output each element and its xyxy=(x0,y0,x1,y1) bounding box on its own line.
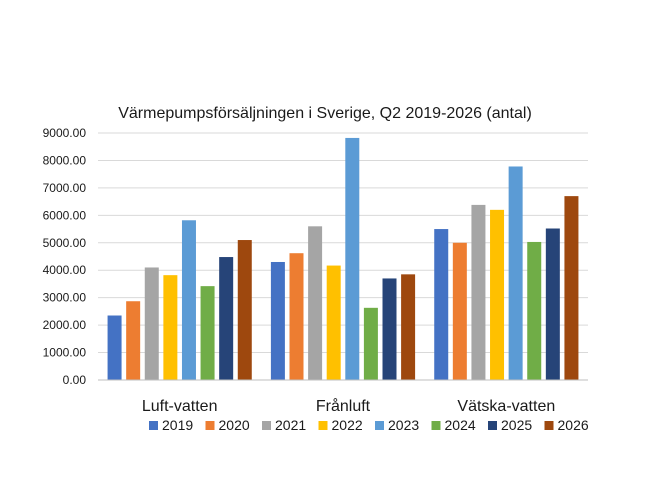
legend-label-2022: 2022 xyxy=(332,417,363,433)
legend-swatch-2019 xyxy=(149,421,158,430)
bar-2024-2 xyxy=(363,307,378,380)
bar-2025-1 xyxy=(219,257,234,380)
bar-2020-1 xyxy=(126,301,141,380)
y-tick-label: 6000.00 xyxy=(43,208,87,222)
bar-2022-2 xyxy=(326,265,341,380)
bar-2025-2 xyxy=(382,278,397,380)
bar-2025-3 xyxy=(545,228,560,380)
bar-2026-3 xyxy=(564,196,579,380)
bar-2020-3 xyxy=(452,242,467,380)
y-tick-label: 5000.00 xyxy=(43,236,87,250)
bar-2022-3 xyxy=(490,209,505,380)
gridlines xyxy=(98,132,588,354)
x-category-label: Frånluft xyxy=(316,397,371,415)
y-tick-label: 2000.00 xyxy=(43,318,87,332)
bar-2020-2 xyxy=(289,253,304,380)
y-tick-label: 9000.00 xyxy=(43,126,87,140)
bars xyxy=(107,137,579,380)
bar-2026-2 xyxy=(401,274,416,380)
bar-2024-3 xyxy=(527,241,542,380)
x-category-label: Luft-vatten xyxy=(142,398,218,415)
legend-swatch-2025 xyxy=(488,421,497,430)
legend-label-2021: 2021 xyxy=(275,417,306,433)
legend-label-2024: 2024 xyxy=(445,417,476,433)
legend: 2019 2020 2021 2022 2023 2024 2025 2026 xyxy=(149,417,589,433)
legend-swatch-2023 xyxy=(375,421,384,430)
legend-swatch-2021 xyxy=(262,421,271,430)
legend-label-2020: 2020 xyxy=(219,417,250,433)
bar-2023-1 xyxy=(181,220,196,380)
chart-title: Värmepumpsförsäljningen i Sverige, Q2 20… xyxy=(118,105,532,122)
y-tick-label: 8000.00 xyxy=(43,153,87,167)
bar-2021-1 xyxy=(144,267,159,380)
y-tick-label: 1000.00 xyxy=(43,346,87,360)
legend-swatch-2020 xyxy=(205,421,215,430)
legend-swatch-2024 xyxy=(431,421,441,430)
y-tick-label: 7000.00 xyxy=(43,181,87,195)
y-tick-label: 0.00 xyxy=(63,373,87,387)
legend-swatch-2026 xyxy=(544,421,554,430)
y-axis-ticks: 0.00 1000.00 2000.00 3000.00 4000.00 5000.00 6… xyxy=(43,126,87,387)
y-tick-label: 3000.00 xyxy=(43,291,87,305)
x-category-label: Vätska-vatten xyxy=(457,398,555,415)
y-tick-label: 4000.00 xyxy=(43,263,87,277)
legend-swatch-2022 xyxy=(318,421,328,430)
x-axis-categories: Luft-vatten Frånluft Vätska-vatten xyxy=(142,397,555,415)
legend-label-2023: 2023 xyxy=(388,417,419,433)
bar-2023-3 xyxy=(508,166,523,380)
bar-2026-1 xyxy=(237,240,252,380)
bar-2023-2 xyxy=(345,137,360,380)
legend-label-2025: 2025 xyxy=(501,417,532,433)
bar-2019-2 xyxy=(270,261,285,380)
legend-label-2019: 2019 xyxy=(162,417,193,433)
bar-2022-1 xyxy=(163,275,178,380)
bar-2019-1 xyxy=(107,315,122,380)
bar-2021-3 xyxy=(471,204,486,380)
legend-label-2026: 2026 xyxy=(558,417,589,433)
bar-2024-1 xyxy=(200,286,215,380)
bar-2021-2 xyxy=(308,226,323,380)
bar-2019-3 xyxy=(434,229,449,380)
